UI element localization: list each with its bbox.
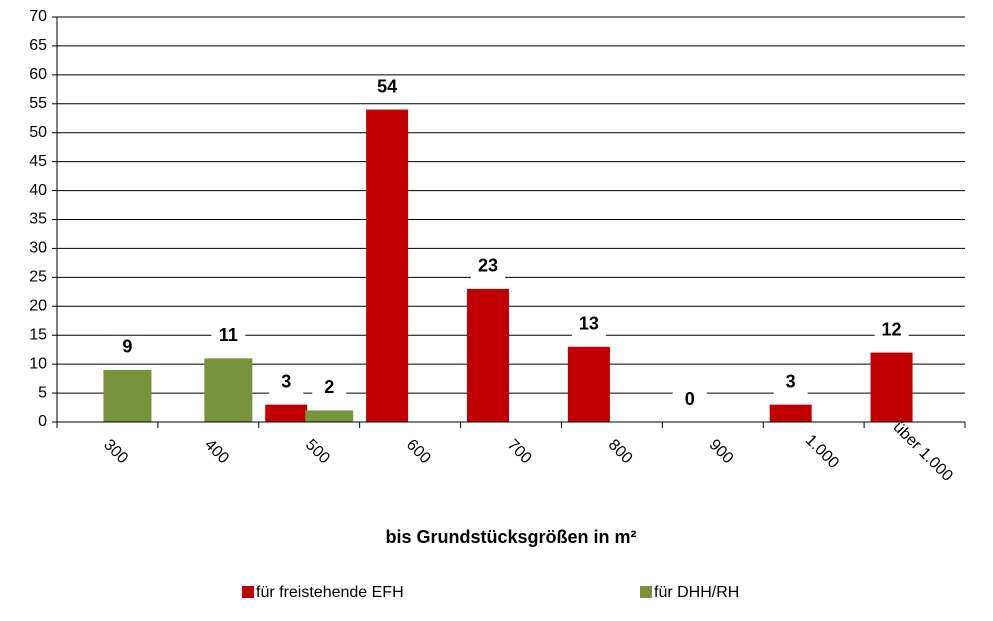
y-tick-label: 55 [29,95,47,112]
y-tick-label: 70 [29,8,47,25]
x-tick-label: 900 [706,436,737,467]
bar [103,369,152,422]
data-label: 3 [281,371,291,391]
x-axis-title: bis Grundstücksgrößen in m² [385,527,636,547]
y-tick-label: 25 [29,269,47,286]
x-tick-label: 300 [100,436,131,467]
y-tick-label: 10 [29,355,47,372]
y-tick-label: 50 [29,124,47,141]
data-label: 9 [122,337,132,357]
x-tick-label: 800 [605,436,636,467]
data-label-bg [874,318,909,343]
data-label: 54 [377,76,397,96]
bar [366,109,409,423]
x-tick-label: 400 [201,436,232,467]
y-tick-label: 35 [29,211,47,228]
legend-swatch [640,586,652,598]
legend-swatch [242,586,254,598]
legend-label: für freistehende EFH [256,584,404,601]
data-label-bg [312,376,347,401]
data-label: 11 [219,325,238,345]
data-label: 23 [478,256,498,276]
bar [305,410,354,422]
data-label-bg [773,370,808,395]
x-tick-label: über 1.000 [890,419,956,485]
x-tick-label: 1.000 [802,432,842,472]
data-label-bg [571,312,606,337]
data-label: 13 [579,314,599,334]
data-label-bg [370,75,405,100]
bar [204,358,253,422]
bar [769,404,812,422]
y-tick-label: 30 [29,240,47,257]
y-tick-label: 40 [29,182,47,199]
data-label: 2 [324,377,334,397]
data-label: 3 [786,371,796,391]
data-label-bg [211,324,246,349]
y-tick-label: 15 [29,326,47,343]
bar [567,346,610,422]
data-label: 12 [882,319,902,339]
x-tick-label: 600 [403,436,434,467]
y-tick-label: 65 [29,37,47,54]
x-tick-label: 500 [302,436,333,467]
y-tick-label: 5 [38,384,47,401]
data-label-bg [269,370,304,395]
y-tick-label: 20 [29,298,47,315]
data-label-bg [110,335,145,360]
data-label-bg [672,388,707,412]
y-tick-label: 60 [29,66,47,83]
data-label: 0 [685,389,695,409]
x-tick-label: 700 [504,436,535,467]
legend-label: für DHH/RH [654,584,739,601]
y-tick-label: 45 [29,153,47,170]
y-tick-label: 0 [38,413,47,430]
bar [467,288,509,422]
bar [265,404,308,422]
data-label-bg [471,254,505,279]
bar [870,352,913,422]
